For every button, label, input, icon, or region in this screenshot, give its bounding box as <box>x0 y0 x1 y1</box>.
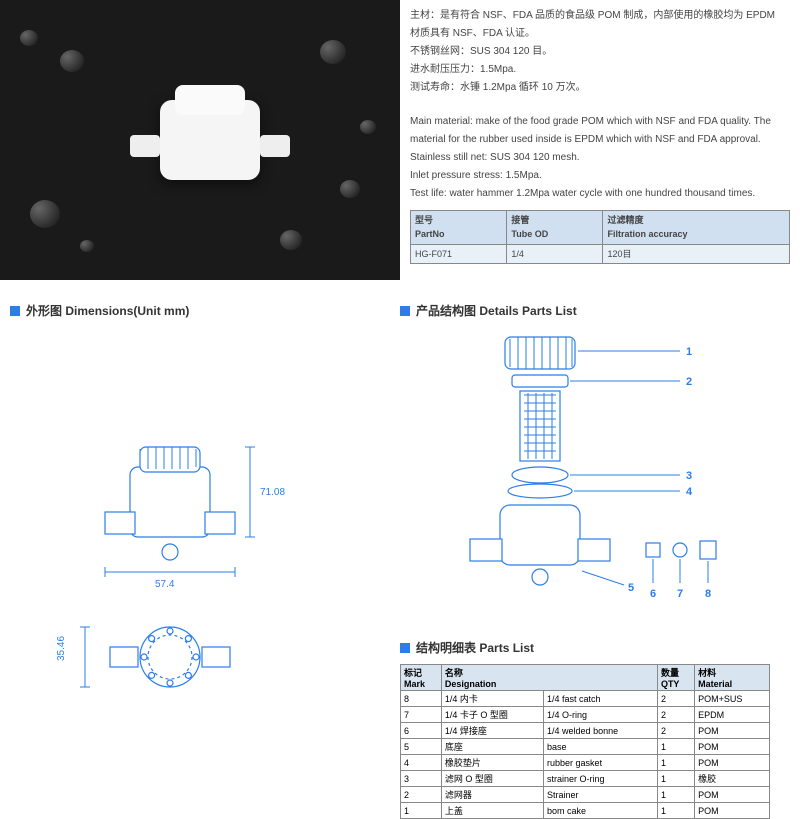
table-row: 4橡胶垫片rubber gasket1POM <box>401 755 770 771</box>
table-row: 3滤网 O 型圈strainer O-ring1橡胶 <box>401 771 770 787</box>
desc-line: 主材：是有符合 NSF、FDA 品质的食品级 POM 制成，内部使用的橡胶均为 … <box>410 8 790 24</box>
svg-text:35.46: 35.46 <box>56 636 67 661</box>
parts-list-table: 标记Mark 名称Designation 数量QTY 材料Material 81… <box>400 664 770 819</box>
table-row: 5底座base1POM <box>401 739 770 755</box>
table-row: 1上盖bom cake1POM <box>401 803 770 819</box>
svg-text:7: 7 <box>677 588 683 600</box>
table-row: 61/4 焊接座1/4 welded bonne2POM <box>401 723 770 739</box>
desc-line: Main material: make of the food grade PO… <box>410 114 790 130</box>
desc-line: Inlet pressure stress: 1.5Mpa. <box>410 168 790 184</box>
svg-text:57.4: 57.4 <box>155 579 175 590</box>
desc-line: Stainless still net: SUS 304 120 mesh. <box>410 150 790 166</box>
svg-text:1: 1 <box>686 346 692 358</box>
svg-text:4: 4 <box>686 486 693 498</box>
svg-text:2: 2 <box>686 376 692 388</box>
spec-table: 型号PartNo 接管Tube OD 过滤精度Filtration accura… <box>410 210 790 264</box>
svg-text:8: 8 <box>705 588 711 600</box>
exploded-view: 1 2 3 4 5 6 7 8 <box>400 327 760 627</box>
desc-line: 不锈钢丝网：SUS 304 120 目。 <box>410 44 790 60</box>
dimensions-drawing: 71.08 57.4 <box>10 327 370 607</box>
desc-line: material for the rubber used inside is E… <box>410 132 790 148</box>
svg-text:5: 5 <box>628 582 634 594</box>
table-row: 81/4 内卡1/4 fast catch2POM+SUS <box>401 691 770 707</box>
parts-list-header: 结构明细表 Parts List <box>400 639 780 656</box>
svg-text:6: 6 <box>650 588 656 600</box>
desc-line: 进水耐压压力：1.5Mpa. <box>410 62 790 78</box>
dimensions-header: 外形图 Dimensions(Unit mm) <box>10 302 380 319</box>
table-row: 71/4 卡子 O 型圈1/4 O-ring2EPDM <box>401 707 770 723</box>
table-row: 2滤网器Strainer1POM <box>401 787 770 803</box>
parts-header: 产品结构图 Details Parts List <box>400 302 780 319</box>
svg-text:3: 3 <box>686 470 692 482</box>
desc-line: 测试寿命：水锤 1.2Mpa 循环 10 万次。 <box>410 80 790 96</box>
product-photo <box>0 0 400 280</box>
svg-text:71.08: 71.08 <box>260 487 285 498</box>
description-text: 主材：是有符合 NSF、FDA 品质的食品级 POM 制成，内部使用的橡胶均为 … <box>400 0 800 280</box>
desc-line: Test life: water hammer 1.2Mpa water cyc… <box>410 186 790 202</box>
desc-line: 材质具有 NSF、FDA 认证。 <box>410 26 790 42</box>
